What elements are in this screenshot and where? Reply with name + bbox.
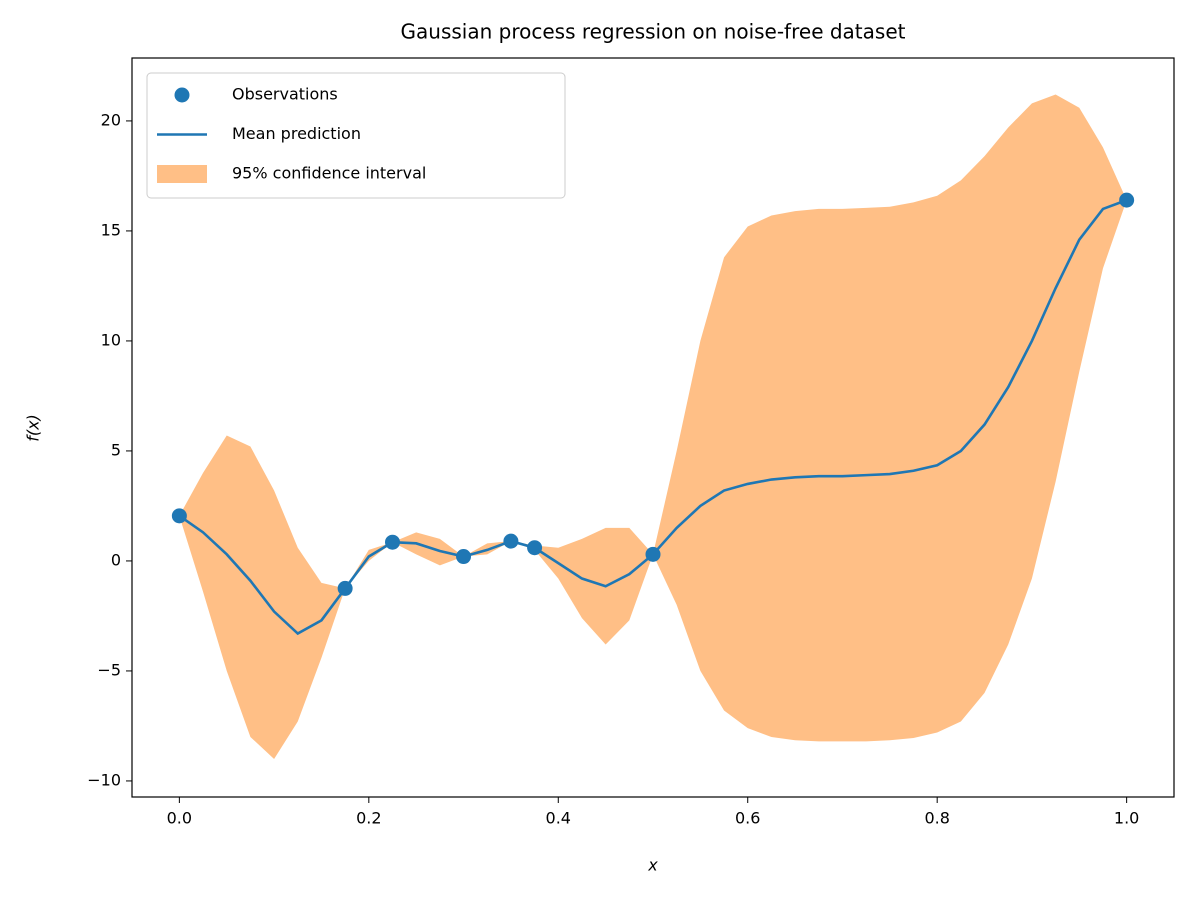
observation-point xyxy=(456,549,472,565)
observation-point xyxy=(503,533,519,549)
x-tick-label: 0.8 xyxy=(924,809,949,828)
x-tick-label: 0.2 xyxy=(356,809,381,828)
observation-point xyxy=(385,534,400,550)
observation-point xyxy=(337,580,353,596)
observation-point xyxy=(171,508,187,524)
y-tick-label: −5 xyxy=(97,660,121,679)
observation-point xyxy=(527,540,543,556)
legend-box xyxy=(146,72,566,199)
legend-marker xyxy=(157,165,207,183)
chart-title: Gaussian process regression on noise-fre… xyxy=(401,20,906,44)
y-tick-label: −10 xyxy=(87,770,121,789)
confidence-band xyxy=(179,94,1127,759)
x-tick-label: 0.4 xyxy=(546,809,571,828)
y-tick-label: 5 xyxy=(111,440,121,459)
y-tick-label: 20 xyxy=(101,110,121,129)
legend-label: 95% confidence interval xyxy=(232,164,426,183)
y-tick-label: 15 xyxy=(101,220,121,239)
y-tick-label: 0 xyxy=(111,550,121,569)
x-tick-label: 1.0 xyxy=(1114,809,1139,828)
legend-label: Observations xyxy=(232,85,338,104)
legend: Observations Mean prediction 95% confidenc… xyxy=(146,72,566,199)
plot-frame xyxy=(131,57,1175,798)
observation-point xyxy=(645,546,661,562)
legend-label: Mean prediction xyxy=(232,124,361,143)
x-tick-label: 0.6 xyxy=(735,809,760,828)
y-axis-label: f(x) xyxy=(24,414,43,442)
x-axis-label: x xyxy=(647,856,658,875)
observation-point xyxy=(1119,192,1135,208)
x-tick-label: 0.0 xyxy=(167,809,192,828)
legend-marker xyxy=(174,87,190,103)
y-tick-label: 10 xyxy=(101,330,121,349)
